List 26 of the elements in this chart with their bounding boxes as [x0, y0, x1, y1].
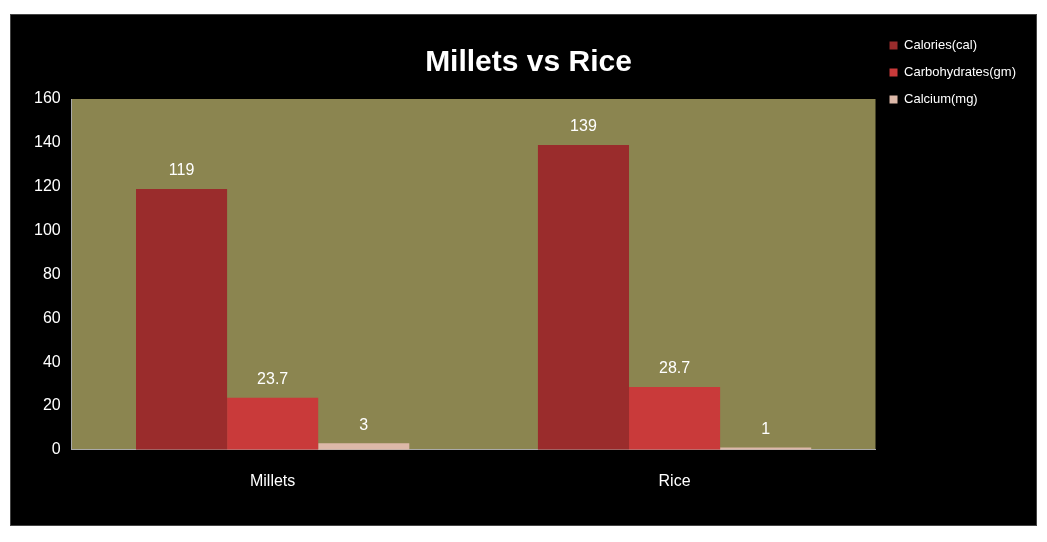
bar — [318, 443, 410, 450]
y-tick-label: 20 — [42, 396, 61, 414]
bar — [537, 145, 630, 450]
chart-title: Millets vs Rice — [425, 44, 632, 78]
data-label: 3 — [359, 415, 369, 433]
data-label: 119 — [168, 161, 195, 179]
data-label: 28.7 — [658, 359, 691, 377]
data-label: 23.7 — [257, 370, 289, 388]
y-tick-label: 40 — [42, 352, 61, 370]
bar — [227, 397, 319, 450]
x-tick-label: Millets — [249, 471, 296, 489]
data-label: 139 — [570, 117, 597, 135]
legend-label: Calcium(mg) — [904, 91, 978, 107]
y-tick-label: 80 — [42, 264, 61, 282]
bar — [136, 188, 228, 450]
y-tick-label: 120 — [33, 177, 61, 195]
y-tick-label: 60 — [42, 308, 61, 326]
data-label: 1 — [761, 420, 771, 438]
legend-label: Carbohydrates(gm) — [904, 64, 1017, 80]
y-tick-label: 100 — [33, 220, 61, 238]
y-tick-label: 160 — [33, 89, 61, 107]
legend-label: Calories(cal) — [904, 37, 977, 53]
y-tick-label: 0 — [51, 440, 61, 458]
x-tick-label: Rice — [658, 471, 691, 489]
bar — [629, 386, 721, 450]
y-tick-label: 140 — [33, 133, 61, 151]
